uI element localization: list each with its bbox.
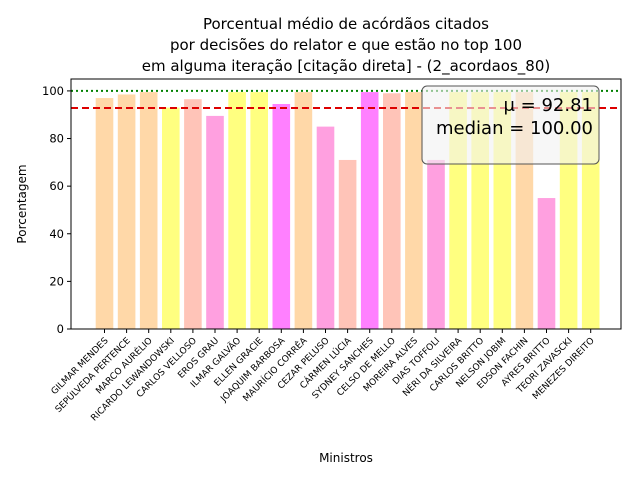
- bar: [250, 92, 268, 329]
- bar: [139, 92, 158, 329]
- bar: [405, 92, 423, 329]
- title-line-1: Porcentual médio de acórdãos citados: [203, 15, 489, 33]
- bar: [206, 115, 224, 330]
- reference-lines-group: [71, 89, 621, 110]
- y-tick-label: 0: [57, 322, 64, 336]
- bar: [537, 198, 556, 329]
- y-tick-label: 100: [42, 84, 64, 98]
- x-axis-label: Ministros: [319, 451, 373, 465]
- y-tick-label: 80: [49, 132, 64, 146]
- legend-mean: μ = 92.81: [503, 95, 593, 116]
- legend-median: median = 100.00: [436, 118, 593, 139]
- bar: [95, 98, 114, 329]
- y-tick-label: 40: [49, 227, 64, 241]
- bar: [162, 107, 180, 329]
- bar: [338, 159, 357, 329]
- y-tick-label: 60: [49, 179, 64, 193]
- title-line-3: em alguma iteração [citação direta] - (2…: [142, 57, 551, 76]
- bar: [294, 92, 313, 329]
- bar: [117, 94, 136, 329]
- bar: [427, 159, 445, 329]
- bar: [228, 92, 246, 329]
- bar: [272, 104, 291, 329]
- title-line-2: por decisões do relator e que estão no t…: [170, 36, 522, 54]
- bar: [184, 99, 202, 329]
- y-tick-label: 20: [49, 274, 64, 288]
- legend-box: μ = 92.81 median = 100.00: [421, 85, 600, 165]
- chart-title: Porcentual médio de acórdãos citados por…: [142, 15, 551, 76]
- legend-background: [421, 85, 600, 165]
- bar: [316, 126, 335, 329]
- y-axis: 0 20 40 60 80 100: [42, 84, 71, 336]
- bar: [360, 92, 379, 329]
- plot-frame: [70, 78, 622, 330]
- bar: [383, 93, 401, 330]
- y-axis-label: Porcentagem: [15, 164, 29, 243]
